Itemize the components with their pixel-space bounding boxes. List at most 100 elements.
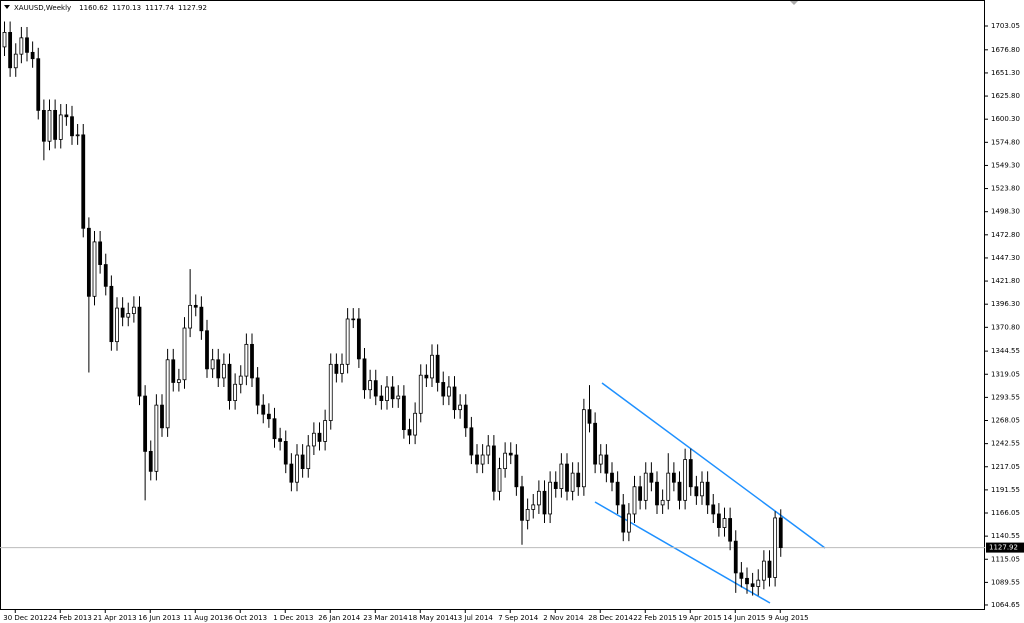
candle-body — [193, 304, 198, 308]
shift-marker — [790, 1, 798, 5]
x-tick-label: 28 Dec 2014 — [588, 614, 633, 622]
candle-body — [581, 409, 586, 488]
y-tick-label: 1574.80 — [991, 138, 1020, 146]
x-tick-label: 21 Apr 2013 — [93, 614, 136, 622]
candle-body — [593, 422, 598, 465]
x-tick-label: 1 Dec 2013 — [273, 614, 313, 622]
candle-body — [671, 472, 676, 483]
candle-body — [598, 454, 603, 465]
chart-title: XAUUSD,Weekly — [14, 4, 71, 12]
candle-body — [469, 427, 474, 456]
candle-body — [70, 116, 74, 137]
candle-body — [334, 363, 339, 374]
candle-body — [103, 264, 108, 287]
candle-body — [570, 472, 575, 492]
candle-body — [559, 463, 564, 489]
candle-body — [497, 468, 502, 492]
candle-body — [143, 395, 148, 452]
candle-body — [750, 583, 755, 587]
candle-body — [711, 504, 716, 515]
menu-arrow — [4, 5, 10, 9]
x-tick-label: 9 Aug 2015 — [768, 614, 808, 622]
candle-body — [137, 306, 142, 397]
candle-body — [728, 518, 733, 542]
candle-body — [300, 454, 305, 470]
candle-body — [205, 330, 209, 370]
candle-body — [306, 445, 311, 470]
candle-body — [576, 472, 581, 488]
candle-body — [272, 418, 277, 440]
candle-body — [165, 359, 170, 429]
candle-body — [700, 481, 704, 497]
y-tick-label: 1625.80 — [991, 92, 1020, 100]
candle-body — [131, 306, 136, 314]
candle-body — [660, 499, 665, 506]
candle-body — [565, 463, 569, 492]
candle-body — [8, 31, 13, 69]
y-tick-label: 1191.55 — [991, 486, 1020, 494]
candle-body — [705, 481, 710, 506]
candle-body — [677, 481, 682, 501]
x-tick-label: 26 Jan 2014 — [318, 614, 361, 622]
x-tick-label: 24 Feb 2013 — [48, 614, 92, 622]
candle-body — [435, 354, 440, 383]
candle-body — [716, 513, 721, 528]
y-tick-label: 1268.05 — [991, 417, 1020, 425]
candle-body — [418, 374, 423, 414]
candle-body — [295, 454, 299, 483]
candle-body — [373, 380, 378, 397]
candle-body — [463, 404, 468, 429]
x-tick-label: 2 Nov 2014 — [543, 614, 584, 622]
candle-body — [536, 490, 541, 506]
ohlc-header: 1160.62 1170.13 1117.74 1127.92 — [79, 4, 207, 12]
candle-body — [424, 374, 429, 379]
candle-body — [81, 134, 86, 229]
candle-body — [289, 463, 294, 483]
candle-body — [58, 114, 63, 140]
candle-body — [126, 313, 131, 318]
candle-body — [238, 375, 243, 385]
candle-body — [250, 343, 254, 379]
candle-body — [356, 318, 361, 360]
x-tick-label: 16 Jun 2013 — [138, 614, 180, 622]
candle-body — [368, 380, 373, 391]
candle-body — [666, 472, 671, 501]
candle-body — [739, 572, 744, 579]
candle-body — [553, 481, 558, 489]
y-tick-label: 1370.80 — [991, 323, 1020, 331]
x-tick-label: 13 Jul 2014 — [453, 614, 493, 622]
candle-body — [13, 53, 18, 69]
candle-body — [19, 37, 24, 55]
header-value: 1127.92 — [178, 4, 207, 12]
candle-body — [761, 560, 766, 581]
candle-body — [626, 513, 631, 533]
candle-body — [233, 383, 238, 401]
candle-body — [688, 459, 693, 488]
candle-body — [210, 359, 215, 370]
candle-body — [317, 432, 322, 442]
candle-body — [328, 363, 333, 421]
candle-body — [390, 386, 395, 400]
candle-body — [92, 241, 97, 297]
candle-body — [643, 472, 648, 501]
candle-body — [413, 412, 418, 436]
candle-body — [182, 327, 187, 381]
x-tick-label: 14 Jun 2015 — [723, 614, 765, 622]
y-tick-label: 1676.80 — [991, 46, 1020, 54]
x-tick-label: 7 Sep 2014 — [498, 614, 538, 622]
current-price-label: 1127.92 — [989, 544, 1018, 552]
candle-body — [548, 481, 553, 515]
candle-body — [745, 577, 749, 585]
x-tick-label: 30 Dec 2012 — [3, 614, 48, 622]
y-tick-label: 1472.80 — [991, 231, 1020, 239]
candle-body — [221, 363, 226, 379]
candle-body — [2, 31, 7, 48]
candle-body — [120, 307, 125, 318]
header-value: 1170.13 — [112, 4, 141, 12]
y-tick-label: 1319.05 — [991, 370, 1020, 378]
candle-body — [160, 404, 164, 429]
candle-body — [604, 454, 609, 474]
candle-body — [722, 518, 727, 528]
candle-body — [649, 472, 654, 483]
candle-body — [25, 37, 29, 53]
